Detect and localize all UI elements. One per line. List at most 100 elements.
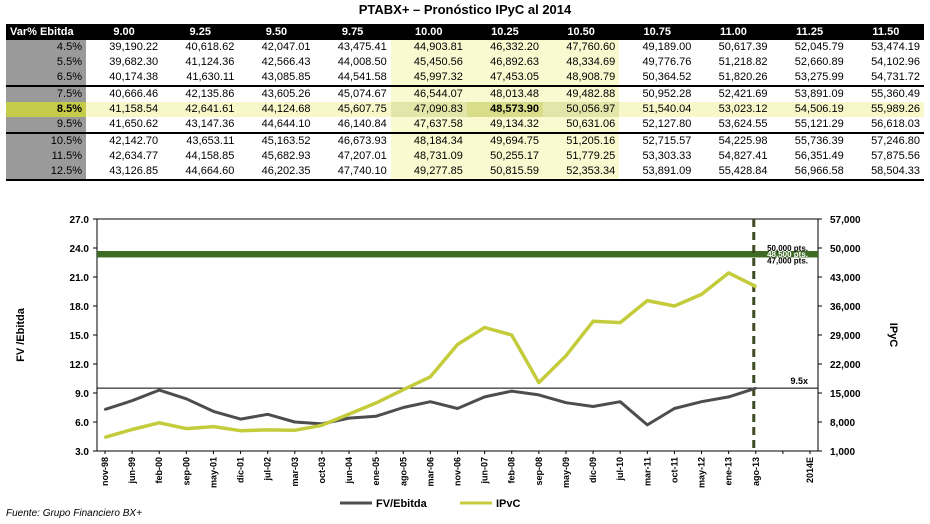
table-row: 9.5% 41,650.62 43,147.36 44,644.10 46,140.84… bbox=[6, 117, 924, 133]
table-cell: 47,740.10 bbox=[314, 164, 391, 181]
table-cell: 53,275.99 bbox=[794, 71, 844, 83]
table-cell: 46,140.84 bbox=[337, 118, 387, 130]
table-cell: 51,779.25 bbox=[543, 149, 620, 164]
target-label: 50,000 pts. bbox=[767, 244, 808, 253]
table-cell: 41,650.62 bbox=[109, 118, 159, 130]
legend-label: IPyC bbox=[496, 498, 521, 507]
table-row: 5.5% 39,682.30 41,124.36 42,566.43 44,008.50… bbox=[6, 55, 924, 70]
series-point bbox=[564, 401, 568, 404]
column-header: 11.00 bbox=[695, 24, 772, 40]
y-right-tick-label: 29,000 bbox=[830, 331, 861, 342]
row-label: 5.5% bbox=[6, 55, 86, 70]
table-cell: 50,056.97 bbox=[543, 102, 620, 117]
table-cell: 53,023.12 bbox=[695, 102, 772, 117]
table-cell: 50,255.17 bbox=[466, 149, 544, 164]
series-point bbox=[185, 397, 188, 400]
column-header: 10.25 bbox=[466, 24, 544, 40]
target-label: 48,500 pts. bbox=[767, 250, 808, 259]
row-label: 8.5% bbox=[6, 102, 86, 117]
table-cell: 44,644.10 bbox=[261, 118, 311, 130]
table-row: 6.5% 40,174.38 41,630.11 43,085.85 44,541.58… bbox=[6, 70, 924, 86]
table-cell: 42,135.86 bbox=[162, 85, 239, 102]
table-cell: 46,892.63 bbox=[466, 55, 544, 70]
series-point bbox=[266, 428, 269, 432]
series-point bbox=[564, 354, 568, 357]
ref-line-label: 9.5x bbox=[790, 376, 808, 386]
series-point bbox=[618, 400, 622, 403]
series-point bbox=[483, 395, 486, 399]
series-point bbox=[103, 408, 107, 411]
column-header: 9.50 bbox=[238, 24, 315, 40]
series-point bbox=[646, 423, 649, 427]
table-cell: 51,540.04 bbox=[619, 102, 696, 117]
series-point bbox=[402, 388, 405, 391]
series-point bbox=[700, 293, 703, 296]
table-cell: 53,891.09 bbox=[771, 85, 848, 102]
table-cell: 41,630.11 bbox=[186, 71, 235, 83]
table-cell: 44,158.85 bbox=[185, 150, 235, 162]
table-cell: 52,660.89 bbox=[794, 56, 844, 68]
row-label: 4.5% bbox=[6, 40, 86, 55]
x-tick-label: sep-00 bbox=[181, 457, 191, 486]
series-line-ipyc bbox=[104, 271, 757, 439]
series-point bbox=[510, 333, 513, 337]
y-right-tick-label: 15,000 bbox=[830, 389, 861, 400]
row-label: 9.5% bbox=[6, 117, 86, 133]
x-tick-label: dic-01 bbox=[236, 457, 246, 483]
series-point bbox=[591, 405, 595, 408]
series-point bbox=[402, 406, 405, 409]
series-point bbox=[483, 326, 486, 329]
table-cell: 54,225.98 bbox=[695, 132, 772, 149]
table-row: 10.5% 42,142.70 43,653.11 45,163.52 46,673.9… bbox=[6, 132, 924, 149]
series-point bbox=[158, 388, 161, 392]
series-point bbox=[429, 375, 432, 379]
series-point bbox=[320, 424, 324, 427]
y-right-tick-label: 36,000 bbox=[830, 302, 861, 313]
table-cell: 56,351.49 bbox=[794, 150, 844, 162]
y-left-axis-label: FV /Ebitda bbox=[15, 307, 27, 362]
column-header: 9.25 bbox=[162, 24, 239, 40]
x-tick-label: jun-04 bbox=[344, 457, 354, 485]
table-cell: 42,047.01 bbox=[261, 41, 311, 53]
table-cell: 53,624.55 bbox=[718, 118, 768, 130]
x-tick-label: may-09 bbox=[561, 457, 571, 488]
table-row: 7.5% 40,666.46 42,135.86 43,605.26 45,074.67… bbox=[6, 85, 924, 102]
table-cell: 50,815.59 bbox=[466, 164, 544, 181]
table-cell: 47,207.01 bbox=[337, 150, 387, 162]
y-left-tick-label: 21.0 bbox=[70, 273, 90, 284]
table-cell: 40,618.62 bbox=[185, 41, 235, 53]
table-cell: 50,952.28 bbox=[619, 85, 696, 102]
x-tick-label: nov-06 bbox=[453, 457, 463, 486]
y-right-tick-label: 43,000 bbox=[830, 273, 861, 284]
series-point bbox=[239, 429, 242, 432]
table-cell: 57,246.80 bbox=[847, 132, 924, 149]
table-row: 4.5% 39,190.22 40,618.62 42,047.01 43,475.41… bbox=[6, 40, 924, 55]
series-point bbox=[103, 436, 107, 439]
series-point bbox=[646, 299, 649, 302]
table-cell: 51,820.26 bbox=[718, 71, 768, 83]
table-cell: 47,637.58 bbox=[390, 117, 467, 133]
table-cell: 43,605.26 bbox=[238, 85, 315, 102]
table-cell: 52,045.79 bbox=[794, 41, 844, 53]
series-point bbox=[374, 415, 378, 418]
table-cell: 48,908.79 bbox=[543, 70, 620, 86]
table-cell: 43,085.85 bbox=[261, 71, 311, 83]
series-point bbox=[293, 429, 297, 432]
x-tick-label: dic-09 bbox=[588, 457, 598, 483]
series-point bbox=[727, 395, 730, 399]
table-cell: 49,277.85 bbox=[390, 164, 467, 181]
table-cell: 54,102.96 bbox=[871, 56, 920, 68]
table-cell: 50,631.06 bbox=[543, 117, 620, 133]
forecast-chart: 27.0 24.0 21.0 18.0 15.0 12.0 9.0 6.0 3.0 57,000 5… bbox=[15, 215, 899, 507]
x-tick-label: jun-99 bbox=[127, 457, 137, 485]
series-point bbox=[239, 417, 242, 421]
table-cell: 46,332.20 bbox=[466, 40, 544, 55]
series-point bbox=[591, 320, 595, 323]
column-header: 10.75 bbox=[619, 24, 696, 40]
table-cell: 55,121.29 bbox=[794, 118, 844, 130]
series-point bbox=[374, 401, 378, 405]
series-point bbox=[673, 304, 676, 308]
x-tick-label: mar-11 bbox=[642, 457, 652, 486]
row-label: 6.5% bbox=[6, 70, 86, 86]
x-tick-label: oct-03 bbox=[317, 457, 327, 484]
